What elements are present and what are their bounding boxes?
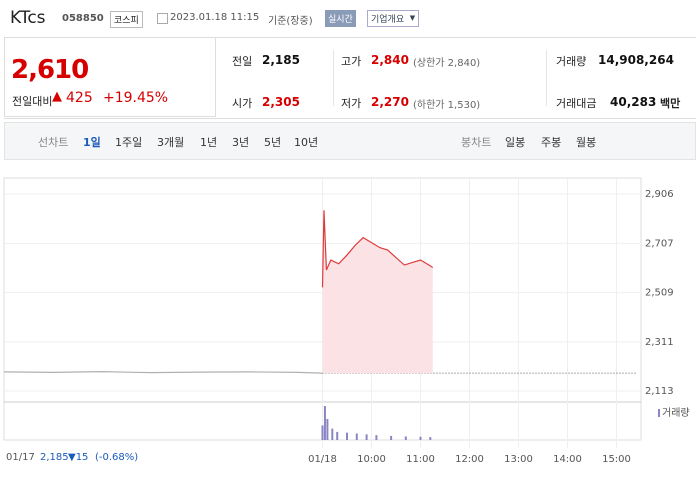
market-tag: 코스피 <box>110 11 143 28</box>
stat-label: 고가 <box>341 55 362 68</box>
realtime-badge[interactable]: 실시간 <box>325 10 356 27</box>
stat-label: 거래대금 <box>556 97 597 110</box>
company-button[interactable]: 기업개요 ▼ <box>367 10 420 27</box>
y-tick-label: 2,113 <box>645 386 674 397</box>
divider <box>333 50 334 106</box>
volume-bar <box>375 435 378 440</box>
period-tab[interactable]: 1주일 <box>115 136 143 149</box>
x-tick-label: 10:00 <box>357 454 386 465</box>
volume-bar <box>326 418 329 440</box>
volume-bar <box>321 425 324 440</box>
volume-bar <box>331 428 334 440</box>
y-tick-label: 2,311 <box>645 337 674 348</box>
y-tick-label: 2,707 <box>645 238 674 249</box>
stock-name: KTcs <box>10 8 46 28</box>
volume-bar <box>346 432 348 440</box>
volume-bar <box>429 437 432 440</box>
volume-bar <box>336 431 339 440</box>
x-tick-label: 11:00 <box>406 454 435 465</box>
footer-rate: (-0.68%) <box>95 452 139 463</box>
footer-change: ▼15 <box>68 452 89 463</box>
x-tick-label: 13:00 <box>504 454 533 465</box>
period-tab[interactable]: 1년 <box>200 136 218 149</box>
up-arrow: ▲ <box>52 89 62 104</box>
stat-note: (상한가 2,840) <box>413 58 481 69</box>
stat-label: 저가 <box>341 97 362 110</box>
stat-value: 40,283 <box>610 95 657 109</box>
tab-label: 선차트 <box>38 136 69 149</box>
change: 425 <box>66 90 93 106</box>
period-tab[interactable]: 5년 <box>264 136 282 149</box>
period-tab[interactable]: 3년 <box>232 136 250 149</box>
basis: 기준(장중) <box>268 16 313 27</box>
datetime: 2023.01.18 11:15 <box>170 12 260 23</box>
stat-value: 2,270 <box>371 95 409 109</box>
stat-label: 시가 <box>232 97 253 110</box>
current-price: 2,610 <box>11 55 89 85</box>
volume-legend-swatch <box>658 409 660 417</box>
stat-value: 2,840 <box>371 53 409 67</box>
volume-bar <box>404 436 407 440</box>
x-tick-label: 01/18 <box>308 454 337 465</box>
divider <box>546 50 547 106</box>
change-label: 전일대비 <box>12 95 53 108</box>
price-line <box>321 210 434 288</box>
volume-bar <box>419 436 422 440</box>
area-fill <box>322 210 433 374</box>
volume-bar <box>355 433 358 440</box>
footer-date: 01/17 <box>6 452 35 463</box>
stock-code: 058850 <box>62 13 104 24</box>
period-tab[interactable]: 1일 <box>83 136 101 149</box>
button-label: 기업개요 <box>371 15 405 25</box>
stat-value: 2,185 <box>262 53 300 67</box>
stat-note: (하한가 1,530) <box>413 100 481 111</box>
volume-legend: 거래량 <box>662 407 690 419</box>
candle-tab[interactable]: 주봉 <box>541 136 562 149</box>
stat-label: 전일 <box>232 55 253 68</box>
stat-value: 14,908,264 <box>598 53 674 67</box>
tab-bar <box>4 122 696 160</box>
stat-label: 거래량 <box>556 55 587 68</box>
y-tick-label: 2,509 <box>645 288 674 299</box>
volume-bar <box>323 406 326 440</box>
period-tab[interactable]: 10년 <box>294 136 319 149</box>
stat-unit: 백만 <box>660 97 681 110</box>
change-rate: +19.45% <box>103 90 169 106</box>
volume-bar <box>390 435 393 440</box>
candle-tab[interactable]: 월봉 <box>576 136 597 149</box>
price-box <box>4 37 216 117</box>
price-line <box>3 371 323 374</box>
tab-label: 봉차트 <box>461 136 492 149</box>
volume-bar <box>365 434 368 440</box>
x-tick-label: 15:00 <box>602 454 631 465</box>
candle-tab[interactable]: 일봉 <box>505 136 526 149</box>
x-tick-label: 14:00 <box>553 454 582 465</box>
dropdown-arrow: ▼ <box>409 14 416 22</box>
period-tab[interactable]: 3개월 <box>157 136 185 149</box>
calendar-icon <box>157 13 168 24</box>
info-panel <box>4 37 696 119</box>
footer-price: 2,185 <box>40 452 69 463</box>
stat-value: 2,305 <box>262 95 300 109</box>
y-tick-label: 2,906 <box>645 189 674 200</box>
x-tick-label: 12:00 <box>455 454 484 465</box>
